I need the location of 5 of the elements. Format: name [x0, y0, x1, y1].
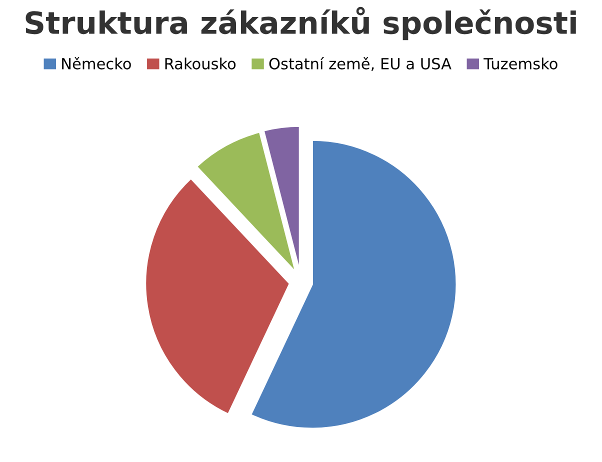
legend-label: Německo [62, 57, 131, 70]
legend-label: Rakousko [165, 58, 236, 70]
chart-title: Struktura zákazníků společnosti [26, 6, 576, 40]
legend-label: Tuzemsko [484, 58, 558, 70]
legend-label: Ostatní země, EU a USA [269, 57, 452, 72]
